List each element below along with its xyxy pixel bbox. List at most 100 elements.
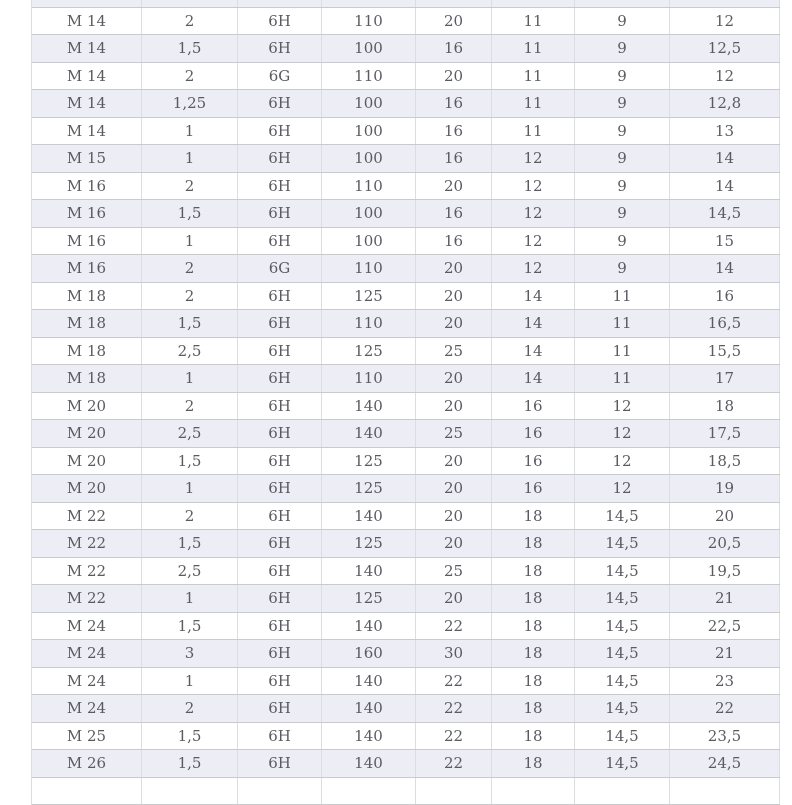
- table-cell: 14: [670, 173, 780, 200]
- table-cell: M 20: [32, 475, 142, 502]
- table-cell: 1: [142, 228, 238, 255]
- table-cell: 9: [575, 35, 670, 62]
- table-cell: M 14: [32, 8, 142, 35]
- table-cell: 16: [416, 90, 492, 117]
- table-cell: 20: [416, 173, 492, 200]
- table-cell: 6H: [238, 145, 322, 172]
- table-cell: 6H: [238, 750, 322, 777]
- table-cell: M 24: [32, 613, 142, 640]
- table-cell: 16: [492, 448, 575, 475]
- table-cell: 140: [322, 750, 416, 777]
- table-cell: M 16: [32, 173, 142, 200]
- table-cell: M 20: [32, 448, 142, 475]
- table-cell: 15,5: [670, 338, 780, 365]
- table-cell: 140: [322, 393, 416, 420]
- table-cell: M 22: [32, 585, 142, 612]
- table-cell: 12: [492, 228, 575, 255]
- table-cell: 2: [142, 255, 238, 282]
- table-cell: 16: [492, 475, 575, 502]
- table-cell: 11: [575, 310, 670, 337]
- table-cell: 20: [416, 8, 492, 35]
- table-cell: 6H: [238, 503, 322, 530]
- table-cell: 11: [492, 90, 575, 117]
- table-cell: 110: [322, 63, 416, 90]
- table-cell: 11: [492, 63, 575, 90]
- table-cell: 23: [670, 668, 780, 695]
- table-cell: 20: [416, 503, 492, 530]
- table-cell: 19: [670, 475, 780, 502]
- table-cell: 1: [142, 668, 238, 695]
- table-cell: 9: [575, 228, 670, 255]
- table-cell: 16: [416, 228, 492, 255]
- table-cell: M 18: [32, 365, 142, 392]
- table-cell: 1,5: [142, 448, 238, 475]
- table-cell: 6H: [238, 475, 322, 502]
- table-row: [32, 0, 780, 8]
- table-cell: [670, 778, 780, 805]
- table-cell: 12: [575, 448, 670, 475]
- table-cell: 6H: [238, 365, 322, 392]
- table-cell: 20: [416, 365, 492, 392]
- table-cell: M 24: [32, 640, 142, 667]
- table-cell: 14,5: [575, 750, 670, 777]
- table-cell: M 25: [32, 723, 142, 750]
- table-cell: 110: [322, 365, 416, 392]
- table-cell: 6H: [238, 585, 322, 612]
- table-cell: 2,5: [142, 420, 238, 447]
- table-cell: 18: [492, 585, 575, 612]
- table-cell: M 24: [32, 695, 142, 722]
- table-cell: 20: [416, 530, 492, 557]
- table-cell: 140: [322, 558, 416, 585]
- table-cell: 9: [575, 255, 670, 282]
- table-cell: 18: [492, 750, 575, 777]
- table-cell: 18,5: [670, 448, 780, 475]
- table-cell: 2: [142, 393, 238, 420]
- table-cell: 2: [142, 503, 238, 530]
- table-cell: 14: [492, 365, 575, 392]
- table-cell: 110: [322, 310, 416, 337]
- table-cell: [32, 778, 142, 805]
- table-cell: 2,5: [142, 338, 238, 365]
- table-cell: 6H: [238, 530, 322, 557]
- table-cell: 20: [416, 475, 492, 502]
- table-cell: [416, 778, 492, 805]
- table-cell: 11: [492, 8, 575, 35]
- table-cell: 22,5: [670, 613, 780, 640]
- table-cell: 110: [322, 173, 416, 200]
- table-cell: 14: [492, 283, 575, 310]
- table-cell: 22: [416, 668, 492, 695]
- table-cell: M 22: [32, 530, 142, 557]
- table-cell: M 22: [32, 503, 142, 530]
- table-cell: 2: [142, 63, 238, 90]
- table-cell: M 16: [32, 200, 142, 227]
- table-cell: 21: [670, 585, 780, 612]
- table-cell: 100: [322, 228, 416, 255]
- table-cell: 22: [416, 723, 492, 750]
- table-cell: 18: [492, 668, 575, 695]
- table-cell: 12: [575, 420, 670, 447]
- table-cell: 18: [492, 558, 575, 585]
- table-cell: 20: [416, 310, 492, 337]
- table-cell: 16: [670, 283, 780, 310]
- table-cell: 1,5: [142, 35, 238, 62]
- table-cell: 1: [142, 585, 238, 612]
- table-cell: M 22: [32, 558, 142, 585]
- table-cell: 14: [492, 338, 575, 365]
- table-cell: 6H: [238, 90, 322, 117]
- table-cell: 140: [322, 668, 416, 695]
- table-cell: 2: [142, 8, 238, 35]
- table-cell: 140: [322, 723, 416, 750]
- table-cell: 20: [416, 283, 492, 310]
- table-cell: 25: [416, 420, 492, 447]
- table-cell: 14: [670, 255, 780, 282]
- table-cell: M 24: [32, 668, 142, 695]
